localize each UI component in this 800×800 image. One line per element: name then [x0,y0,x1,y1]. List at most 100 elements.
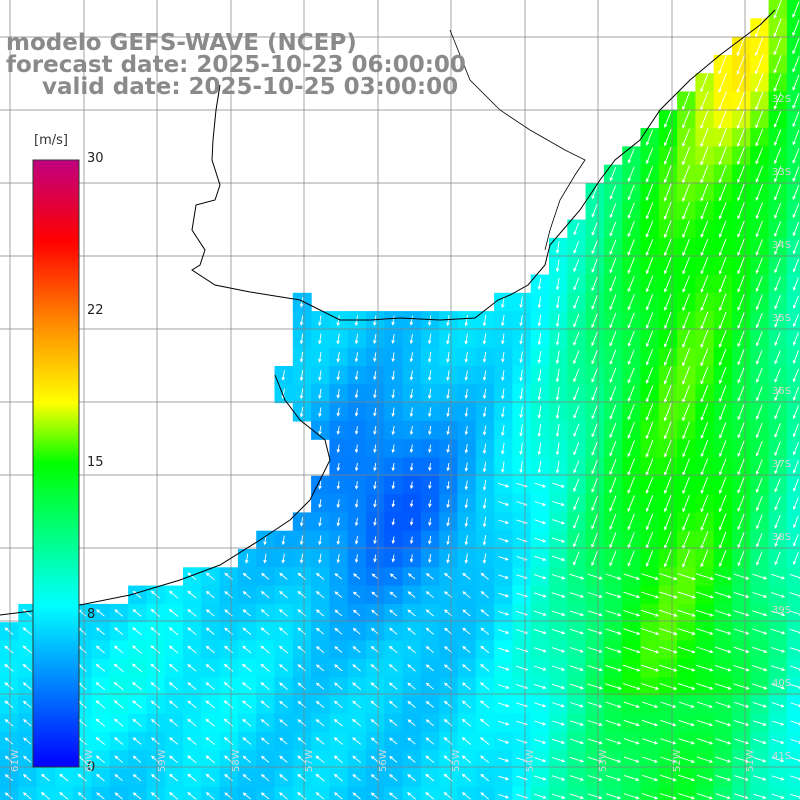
wind-arrow [425,682,434,690]
wind-arrow [22,792,32,800]
wind-arrow [4,737,14,745]
wind-arrow [519,369,523,382]
wind-arrow [587,628,603,635]
wind-arrow [771,775,785,781]
wind-arrow [242,755,252,763]
wind-arrow [792,314,799,328]
wind-arrow [462,627,471,635]
map-title-line-1: modelo GEFS-WAVE (NCEP) [6,30,357,56]
wind-arrow [645,513,654,531]
wind-arrow [169,737,179,745]
wind-arrow [737,349,745,366]
wind-arrow [733,628,750,635]
wind-arrow [113,700,124,709]
wind-arrow [370,774,380,782]
wind-arrow [389,719,398,727]
wind-arrow [187,645,197,654]
wind-arrow [663,421,672,440]
wind-arrow [427,407,432,418]
wind-arrow [409,333,414,345]
wind-arrow [755,147,764,165]
wind-arrow [409,463,414,472]
wind-arrow [537,442,542,456]
wind-arrow [533,683,547,690]
wind-arrow [677,646,696,654]
wind-arrow [682,366,691,385]
wind-arrow [315,572,325,580]
wind-arrow [734,793,749,800]
wind-arrow [446,333,450,345]
wind-arrow [718,275,727,293]
wind-speed-cell [128,786,147,800]
wind-arrow [260,737,270,745]
wind-arrow [501,370,505,382]
wind-arrow [501,315,505,327]
wind-arrow [605,719,622,727]
wind-arrow [315,682,325,690]
wind-speed-cell [786,183,800,202]
wind-arrow [388,682,398,690]
wind-arrow [682,238,690,257]
wind-arrow [663,183,672,202]
wind-speed-cell [750,786,770,800]
wind-arrow [682,128,691,147]
wind-arrow [389,573,397,580]
wind-arrow [95,737,106,745]
wind-arrow [569,647,584,653]
wind-arrow [519,296,523,309]
wind-arrow [407,645,416,654]
wind-arrow [132,737,142,745]
lon-label-61w: 61W [10,749,21,772]
wind-arrow [409,425,414,436]
lon-label-52w: 52W [672,749,683,772]
wind-arrow [573,277,580,291]
wind-arrow [425,627,434,635]
wind-arrow [297,773,307,782]
wind-arrow [695,573,715,581]
wind-arrow [132,645,142,654]
wind-arrow [114,627,124,636]
wind-arrow [792,460,799,474]
wind-arrow [224,645,233,654]
wind-arrow [40,792,51,800]
wind-arrow [389,774,398,782]
wind-arrow [659,573,678,581]
wind-arrow [774,459,781,475]
wind-arrow [663,366,672,385]
wind-arrow [318,481,322,490]
wind-arrow [752,646,768,653]
wind-arrow [555,241,560,254]
wind-arrow [737,202,745,220]
wind-arrow [534,519,547,525]
wind-speed-cell [201,786,221,800]
wind-arrow [537,387,542,401]
colorbar-tick-30: 30 [87,151,104,166]
wind-speed-cell [640,786,660,800]
wind-arrow [498,574,509,579]
lat-label-39s: 39S [772,605,792,616]
wind-arrow [389,591,397,598]
wind-arrow [533,574,547,580]
wind-arrow [519,424,523,437]
wind-arrow [407,773,416,782]
wind-arrow [734,775,749,781]
wind-arrow [551,628,566,635]
wind-arrow [663,439,672,458]
wind-arrow [409,500,414,508]
wind-arrow [336,517,341,527]
wind-arrow [774,441,781,457]
wind-arrow [736,35,746,57]
wind-arrow [501,443,505,455]
wind-arrow [279,700,288,709]
wind-arrow [755,294,763,311]
wind-arrow [187,609,197,617]
wind-arrow [407,792,416,800]
wind-arrow [205,792,215,800]
wind-arrow [682,549,691,568]
wind-arrow [623,610,641,617]
wind-arrow [755,312,763,329]
wind-arrow [537,405,542,419]
wind-arrow [715,793,731,800]
wind-arrow [609,185,617,200]
